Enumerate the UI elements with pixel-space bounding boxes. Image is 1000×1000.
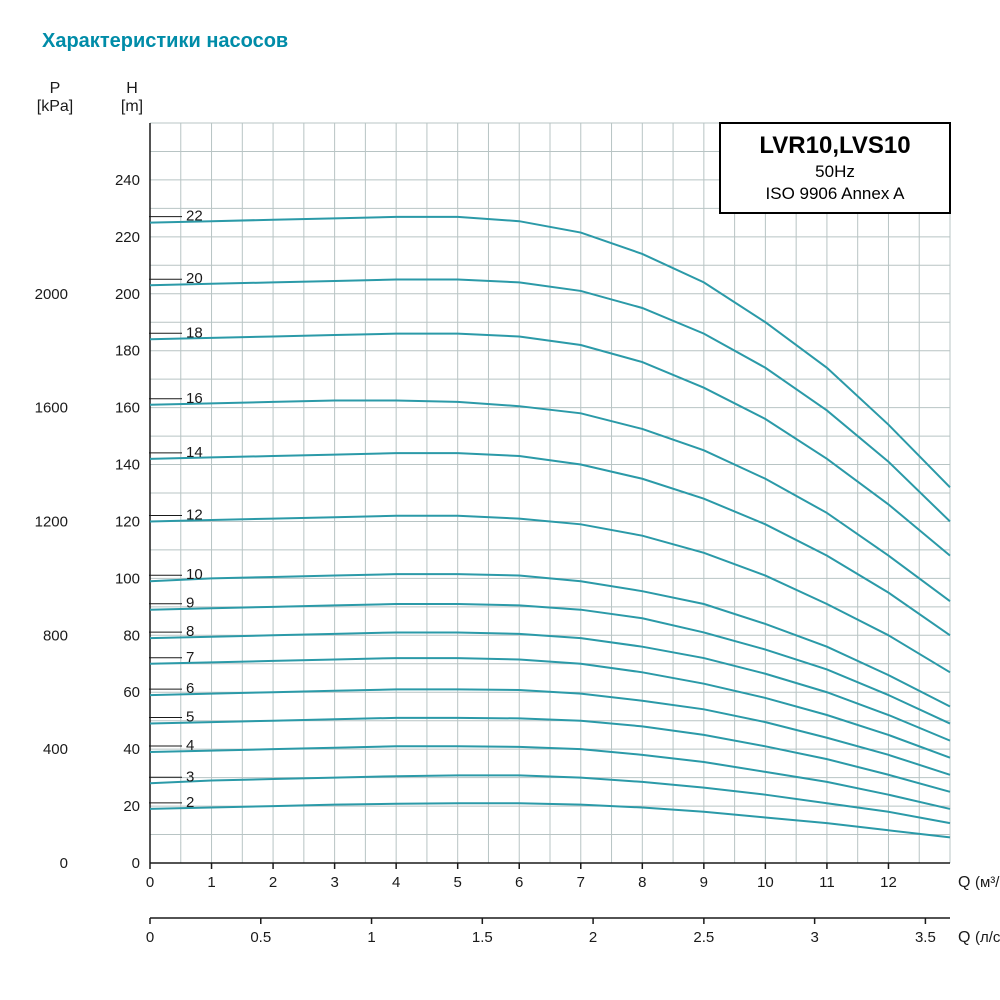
- q1-tick: 2: [269, 874, 277, 891]
- curve-label-6: 6: [186, 680, 194, 697]
- p-tick: 1200: [35, 513, 68, 530]
- q2-tick: 1: [367, 929, 375, 946]
- pump-chart: 020406080100120140160180200220240H[m]040…: [0, 63, 1000, 963]
- chart-svg: 020406080100120140160180200220240H[m]040…: [0, 63, 1000, 963]
- q2-tick: 2.5: [693, 929, 714, 946]
- curve-label-10: 10: [186, 566, 203, 583]
- q1-tick: 9: [700, 874, 708, 891]
- q1-tick: 3: [330, 874, 338, 891]
- p-tick: 2000: [35, 286, 68, 303]
- axis-H: H: [126, 80, 138, 97]
- curve-label-22: 22: [186, 208, 203, 225]
- model-title: LVR10,LVS10: [759, 132, 910, 159]
- p-tick: 1600: [35, 400, 68, 417]
- curve-label-14: 14: [186, 444, 203, 461]
- curve-label-20: 20: [186, 270, 203, 287]
- p-tick: 400: [43, 741, 68, 758]
- q2-tick: 3.5: [915, 929, 936, 946]
- curve-label-18: 18: [186, 324, 203, 341]
- q1-tick: 6: [515, 874, 523, 891]
- curve-label-7: 7: [186, 649, 194, 666]
- svg-text:(л/с): (л/с): [975, 929, 1000, 946]
- q1-tick: 8: [638, 874, 646, 891]
- h-tick: 40: [123, 741, 140, 758]
- q2-tick: 3: [810, 929, 818, 946]
- h-tick: 140: [115, 457, 140, 474]
- axis-Qls: Q: [958, 929, 970, 946]
- q2-tick: 0.5: [250, 929, 271, 946]
- h-tick: 80: [123, 627, 140, 644]
- h-tick: 220: [115, 229, 140, 246]
- h-tick: 120: [115, 513, 140, 530]
- h-tick: 160: [115, 400, 140, 417]
- curve-label-8: 8: [186, 623, 194, 640]
- curve-label-12: 12: [186, 506, 203, 523]
- curve-label-3: 3: [186, 768, 194, 785]
- q2-tick: 0: [146, 929, 154, 946]
- h-tick: 20: [123, 798, 140, 815]
- curve-label-2: 2: [186, 794, 194, 811]
- svg-text:(м³/ч): (м³/ч): [975, 874, 1000, 891]
- q1-tick: 7: [577, 874, 585, 891]
- model-iso: ISO 9906 Annex A: [766, 184, 906, 203]
- axis-Qm3h: Q: [958, 874, 970, 891]
- p-tick: 0: [60, 855, 68, 872]
- p-tick: 800: [43, 627, 68, 644]
- q1-tick: 12: [880, 874, 897, 891]
- curve-label-4: 4: [186, 737, 194, 754]
- axis-H-unit: [m]: [121, 98, 143, 115]
- curve-label-5: 5: [186, 709, 194, 726]
- q1-tick: 1: [207, 874, 215, 891]
- h-tick: 200: [115, 286, 140, 303]
- model-freq: 50Hz: [815, 162, 855, 181]
- q2-tick: 1.5: [472, 929, 493, 946]
- page-title: Характеристики насосов: [0, 0, 1000, 63]
- h-tick: 0: [132, 855, 140, 872]
- curve-label-9: 9: [186, 595, 194, 612]
- h-tick: 240: [115, 172, 140, 189]
- curve-label-16: 16: [186, 390, 203, 407]
- q1-tick: 0: [146, 874, 154, 891]
- q1-tick: 11: [819, 874, 835, 891]
- axis-P: P: [50, 80, 61, 97]
- h-tick: 60: [123, 684, 140, 701]
- q1-tick: 4: [392, 874, 400, 891]
- q1-tick: 5: [454, 874, 462, 891]
- h-tick: 180: [115, 343, 140, 360]
- axis-P-unit: [kPa]: [37, 98, 73, 115]
- h-tick: 100: [115, 570, 140, 587]
- q1-tick: 10: [757, 874, 774, 891]
- q2-tick: 2: [589, 929, 597, 946]
